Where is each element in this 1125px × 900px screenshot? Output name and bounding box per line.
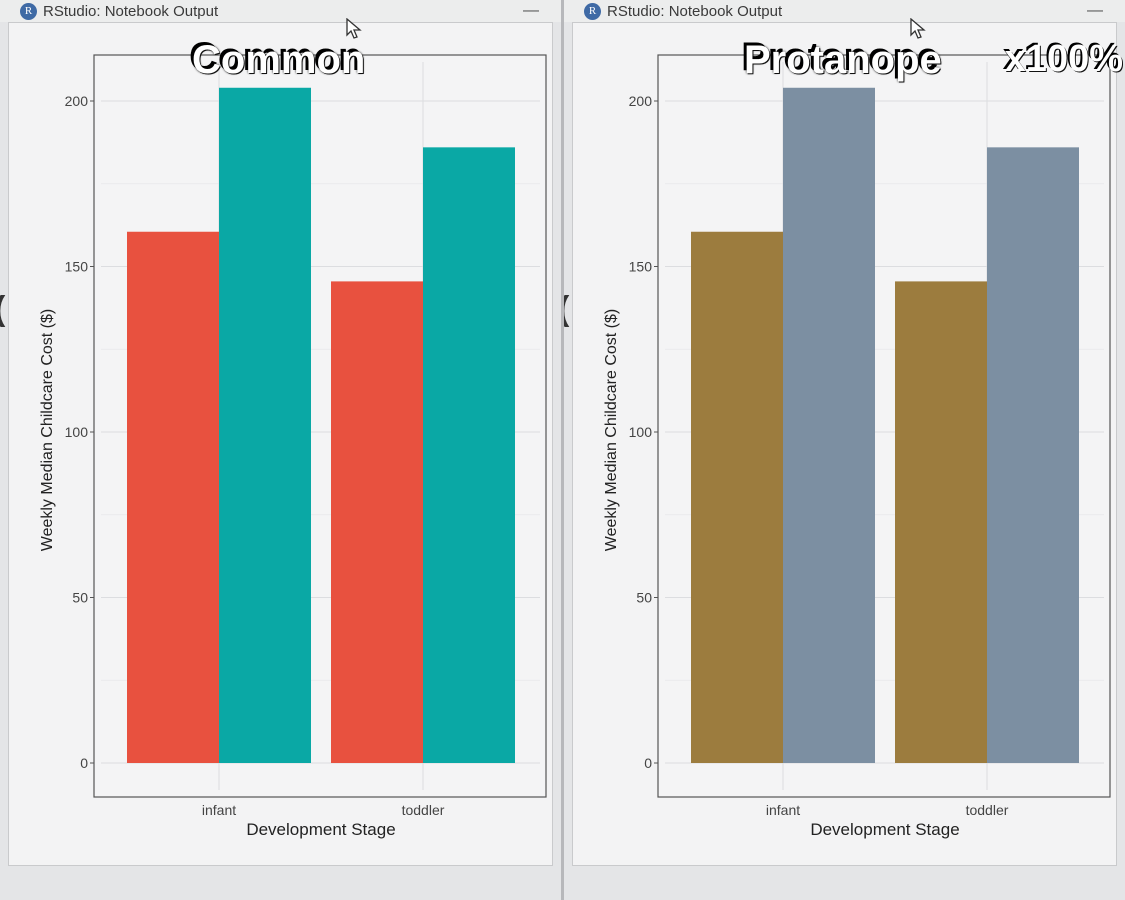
y-tick-label: 200 [65,93,89,109]
notebook-window-protanope: R RStudio: Notebook Output — 0 50 100 150 20… [564,0,1125,900]
bar-infant-series-1 [691,231,783,763]
bar-toddler-series-2 [423,147,515,764]
y-tick-label: 100 [65,424,89,440]
window-titlebar[interactable]: R RStudio: Notebook Output — [0,0,561,22]
x-tick-label: toddler [966,802,1009,818]
x-tick-label: infant [202,802,236,818]
window-title: RStudio: Notebook Output [43,2,219,20]
y-tick-label: 150 [629,259,653,275]
minimize-icon[interactable]: — [523,2,539,19]
notebook-window-common: R RStudio: Notebook Output — 0 50 100 150 20… [0,0,561,900]
bar-toddler-series-2 [987,147,1079,764]
bar-infant-series-2 [783,87,875,763]
edge-artifact: ( [564,290,569,329]
bar-toddler-series-1 [331,281,423,763]
y-tick-label: 0 [80,755,88,771]
y-axis-label: Weekly Median Childcare Cost ($) [39,309,56,551]
mouse-cursor-icon [910,18,926,39]
bar-chart-common: 0 50 100 150 200 infant toddler Development Sta… [39,54,547,839]
bar-infant-series-1 [127,231,219,763]
window-titlebar[interactable]: R RStudio: Notebook Output — [564,0,1125,22]
x-tick-label: toddler [402,802,445,818]
edge-artifact: ( [0,290,5,329]
window-title: RStudio: Notebook Output [607,2,783,20]
y-tick-label: 150 [65,259,89,275]
y-tick-label: 100 [629,424,653,440]
y-tick-label: 200 [629,93,653,109]
x-tick-label: infant [766,802,800,818]
x-axis-label: Development Stage [810,820,959,839]
x-axis-label: Development Stage [246,820,395,839]
y-axis-label: Weekly Median Childcare Cost ($) [603,309,620,551]
minimize-icon[interactable]: — [1087,2,1103,19]
r-logo-icon: R [584,2,601,20]
bar-chart-protanope: 0 50 100 150 200 infant toddler Development Sta… [603,54,1111,839]
y-tick-label: 50 [72,590,88,606]
window-divider [561,0,564,900]
y-tick-label: 0 [644,755,652,771]
bar-toddler-series-1 [895,281,987,763]
zoom-label: x100% [1004,38,1123,80]
overlay-title-protanope: Protanope [744,38,942,82]
bar-infant-series-2 [219,87,311,763]
r-logo-icon: R [20,2,37,20]
overlay-title-common: Common [192,38,366,82]
y-tick-label: 50 [636,590,652,606]
mouse-cursor-icon [346,18,362,39]
